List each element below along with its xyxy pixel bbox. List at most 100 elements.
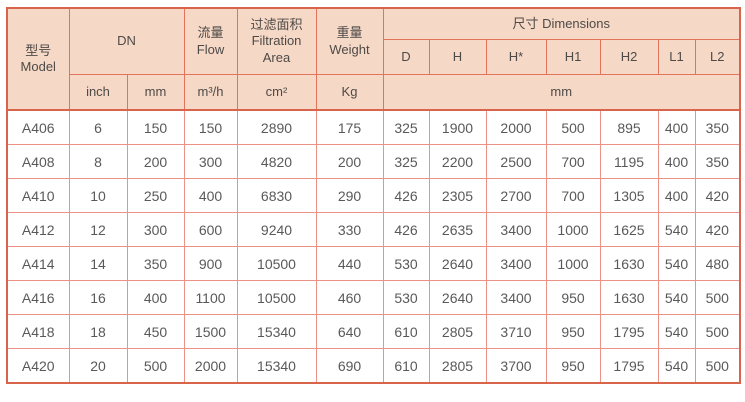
table-row: A410 10 250 400 6830 290 426 2305 2700 700 1305 400…: [6, 178, 741, 213]
value-cell: 12: [68, 212, 128, 247]
value-cell: 500: [694, 314, 741, 349]
value-cell: 1795: [599, 348, 659, 384]
value-cell: 200: [126, 144, 185, 179]
value-cell: 150: [183, 109, 238, 145]
value-cell: 1000: [545, 246, 601, 281]
header-filtration-area: 过滤面积 Filtration Area: [236, 7, 317, 75]
value-cell: 2305: [428, 178, 487, 213]
value-cell: 540: [657, 246, 696, 281]
value-cell: 530: [382, 280, 430, 315]
value-cell: 700: [545, 144, 601, 179]
value-cell: 400: [657, 109, 696, 145]
value-cell: 3700: [485, 348, 547, 384]
value-cell: 420: [694, 212, 741, 247]
value-cell: 480: [694, 246, 741, 281]
value-cell: 450: [126, 314, 185, 349]
header-flow: 流量 Flow: [183, 7, 238, 75]
value-cell: 325: [382, 144, 430, 179]
value-cell: 14: [68, 246, 128, 281]
value-cell: 15340: [236, 348, 317, 384]
table-row: A418 18 450 1500 15340 640 610 2805 3710 950 1795 5…: [6, 314, 741, 349]
value-cell: 950: [545, 280, 601, 315]
value-cell: 426: [382, 212, 430, 247]
value-cell: 200: [315, 144, 384, 179]
value-cell: 2000: [485, 109, 547, 145]
table-row: A408 8 200 300 4820 200 325 2200 2500 700 1195 400 3…: [6, 144, 741, 179]
value-cell: 250: [126, 178, 185, 213]
header-dim-l2: L2: [694, 39, 741, 75]
value-cell: 1000: [545, 212, 601, 247]
table-body: A406 6 150 150 2890 175 325 1900 2000 500 895 400 35…: [6, 109, 741, 384]
value-cell: 1630: [599, 280, 659, 315]
table-header: 型号 Model DN 流量 Flow 过滤面积 Filtration Area…: [6, 7, 741, 111]
value-cell: 500: [694, 348, 741, 384]
value-cell: 15340: [236, 314, 317, 349]
value-cell: 426: [382, 178, 430, 213]
value-cell: 2200: [428, 144, 487, 179]
value-cell: 175: [315, 109, 384, 145]
header-filtration-zh: 过滤面积: [250, 17, 303, 33]
header-weight: 重量 Weight: [315, 7, 384, 75]
value-cell: 400: [126, 280, 185, 315]
model-cell: A420: [6, 348, 70, 384]
value-cell: 640: [315, 314, 384, 349]
value-cell: 1625: [599, 212, 659, 247]
model-cell: A408: [6, 144, 70, 179]
value-cell: 6: [68, 109, 128, 145]
value-cell: 1500: [183, 314, 238, 349]
value-cell: 400: [183, 178, 238, 213]
value-cell: 2635: [428, 212, 487, 247]
header-weight-zh: 重量: [336, 25, 363, 41]
value-cell: 895: [599, 109, 659, 145]
model-cell: A416: [6, 280, 70, 315]
value-cell: 18: [68, 314, 128, 349]
value-cell: 540: [657, 280, 696, 315]
value-cell: 700: [545, 178, 601, 213]
model-cell: A412: [6, 212, 70, 247]
header-flow-en: Flow: [196, 41, 225, 57]
value-cell: 1195: [599, 144, 659, 179]
header-dim-h: H: [428, 39, 487, 75]
value-cell: 10500: [236, 280, 317, 315]
header-dim-hstar: H*: [485, 39, 547, 75]
value-cell: 2805: [428, 314, 487, 349]
header-row-3: inch mm m³/h cm² Kg mm: [7, 74, 741, 111]
model-cell: A406: [6, 109, 70, 145]
value-cell: 16: [68, 280, 128, 315]
value-cell: 2700: [485, 178, 547, 213]
value-cell: 460: [315, 280, 384, 315]
value-cell: 290: [315, 178, 384, 213]
filter-spec-table: 型号 Model DN 流量 Flow 过滤面积 Filtration Area…: [6, 7, 741, 384]
unit-area: cm²: [236, 74, 317, 111]
table-row: A406 6 150 150 2890 175 325 1900 2000 500 895 400 35…: [6, 109, 741, 145]
header-weight-en: Weight: [329, 41, 370, 57]
value-cell: 2640: [428, 246, 487, 281]
value-cell: 540: [657, 212, 696, 247]
value-cell: 540: [657, 314, 696, 349]
value-cell: 420: [694, 178, 741, 213]
value-cell: 325: [382, 109, 430, 145]
value-cell: 3400: [485, 212, 547, 247]
header-dim-h1: H1: [545, 39, 601, 75]
header-dim-d: D: [382, 39, 430, 75]
unit-weight: Kg: [315, 74, 384, 111]
value-cell: 350: [126, 246, 185, 281]
header-dn: DN: [68, 7, 185, 75]
value-cell: 500: [545, 109, 601, 145]
value-cell: 2000: [183, 348, 238, 384]
model-cell: A414: [6, 246, 70, 281]
value-cell: 610: [382, 314, 430, 349]
header-flow-zh: 流量: [197, 25, 224, 41]
value-cell: 300: [126, 212, 185, 247]
value-cell: 690: [315, 348, 384, 384]
value-cell: 2640: [428, 280, 487, 315]
value-cell: 540: [657, 348, 696, 384]
value-cell: 300: [183, 144, 238, 179]
header-model-zh: 型号: [25, 42, 52, 58]
header-model: 型号 Model: [6, 7, 70, 111]
value-cell: 600: [183, 212, 238, 247]
value-cell: 1630: [599, 246, 659, 281]
value-cell: 400: [657, 144, 696, 179]
value-cell: 3710: [485, 314, 547, 349]
